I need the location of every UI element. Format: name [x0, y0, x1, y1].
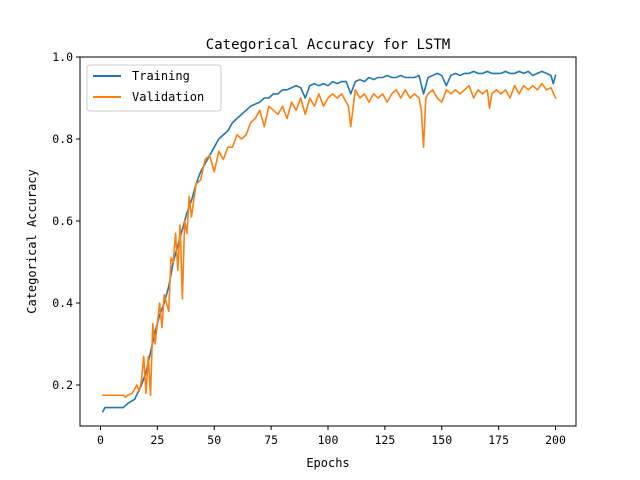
legend-label-validation: Validation — [132, 90, 204, 104]
x-tick-label: 125 — [374, 433, 395, 447]
x-axis-ticks: 0 25 50 75 100 125 150 175 200 — [97, 426, 566, 447]
series-line-validation — [101, 82, 557, 399]
y-tick-label: 0.8 — [52, 132, 73, 146]
y-tick-label: 0.4 — [52, 296, 73, 310]
x-tick-label: 175 — [488, 433, 509, 447]
x-tick-label: 50 — [207, 433, 221, 447]
chart-title: Categorical Accuracy for LSTM — [206, 37, 450, 53]
y-tick-label: 0.2 — [52, 378, 73, 392]
y-tick-label: 0.6 — [52, 214, 73, 228]
y-axis-label: Categorical Accuracy — [25, 169, 39, 314]
series-layer — [101, 70, 557, 413]
y-tick-label: 1.0 — [52, 50, 73, 64]
legend: Training Validation — [86, 64, 222, 112]
x-axis-label: Epochs — [306, 456, 349, 470]
legend-label-training: Training — [132, 69, 190, 83]
x-tick-label: 200 — [545, 433, 566, 447]
x-tick-label: 25 — [150, 433, 164, 447]
y-axis-ticks: 0.2 0.4 0.6 0.8 1.0 — [52, 50, 80, 392]
x-tick-label: 0 — [97, 433, 104, 447]
x-tick-label: 150 — [431, 433, 452, 447]
x-tick-label: 100 — [318, 433, 339, 447]
x-tick-label: 75 — [264, 433, 278, 447]
axes-frame — [79, 56, 577, 427]
